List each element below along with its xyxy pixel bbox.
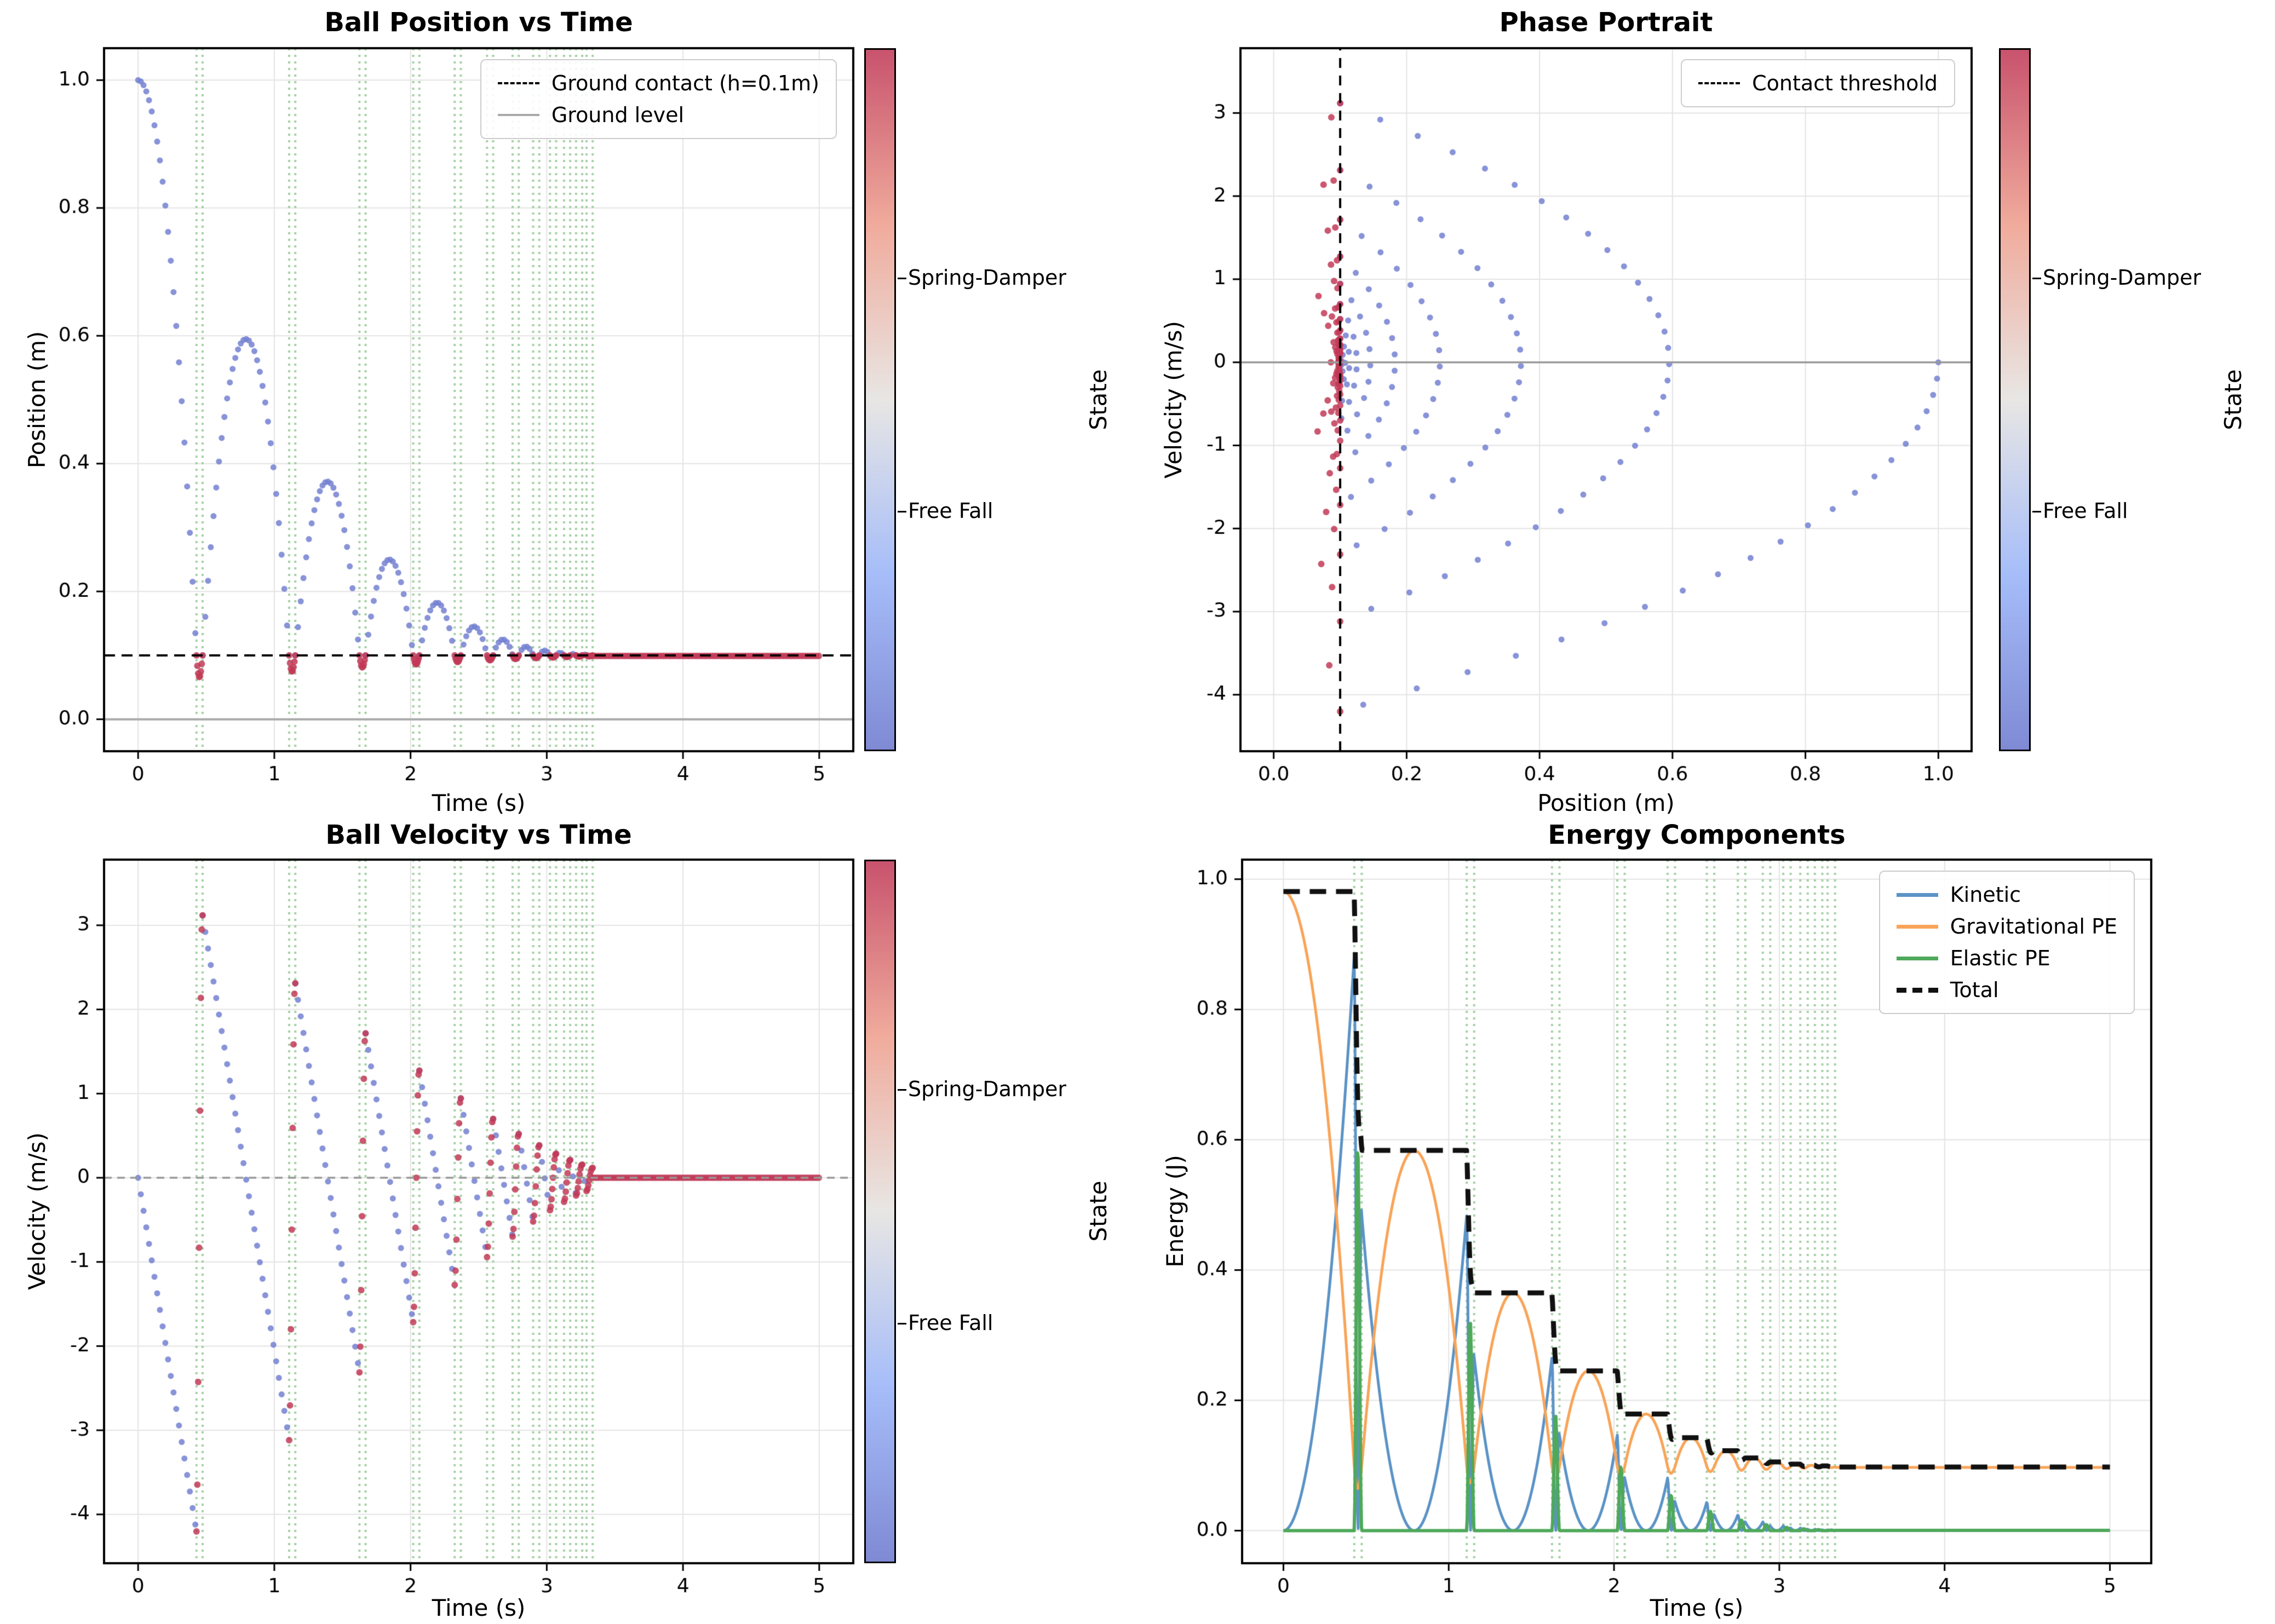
legend-item-elastic: Elastic PE xyxy=(1896,946,2117,970)
velocity-ylabel: Velocity (m/s) xyxy=(24,1132,50,1290)
colorbar-tick-low xyxy=(898,1322,906,1324)
legend-label-ground-level: Ground level xyxy=(551,103,685,127)
gravitational-line-swatch xyxy=(1896,924,1938,929)
phase-ylabel: Velocity (m/s) xyxy=(1160,321,1187,479)
colorbar-state-label: State xyxy=(1085,1180,1112,1242)
total-line-swatch xyxy=(1896,987,1938,993)
colorbar-state-label: State xyxy=(1085,369,1112,430)
legend-item-gravitational: Gravitational PE xyxy=(1896,914,2117,938)
velocity-xlabel: Time (s) xyxy=(432,1594,526,1621)
colorbar-tick-label-free-fall: Free Fall xyxy=(2043,498,2128,523)
ground-level-line-swatch xyxy=(497,114,539,116)
energy-legend: Kinetic Gravitational PE Elastic PE Tota… xyxy=(1878,871,2135,1014)
contact-threshold-line-swatch xyxy=(1698,82,1740,84)
velocity-colorbar: Spring-Damper Free Fall State xyxy=(864,860,1112,1563)
colorbar-gradient xyxy=(864,48,896,751)
legend-item-total: Total xyxy=(1896,978,2117,1002)
colorbar-gradient xyxy=(1999,48,2031,751)
legend-item-ground-contact: Ground contact (h=0.1m) xyxy=(497,71,819,95)
legend-label-contact-threshold: Contact threshold xyxy=(1752,71,1938,95)
colorbar-tick-high xyxy=(2032,277,2041,279)
ground-contact-line-swatch xyxy=(497,82,539,84)
phase-legend: Contact threshold xyxy=(1681,59,1955,107)
legend-label-gravitational: Gravitational PE xyxy=(1950,914,2117,938)
position-colorbar: Spring-Damper Free Fall State xyxy=(864,48,1112,751)
colorbar-tick-label-free-fall: Free Fall xyxy=(908,1310,993,1335)
colorbar-tick-label-spring-damper: Spring-Damper xyxy=(908,265,1067,290)
position-xlabel: Time (s) xyxy=(432,790,526,816)
colorbar-tick-label-spring-damper: Spring-Damper xyxy=(2043,265,2202,290)
colorbar-tick-high xyxy=(898,277,906,279)
legend-item-kinetic: Kinetic xyxy=(1896,883,2117,907)
legend-item-ground-level: Ground level xyxy=(497,103,819,127)
position-plot-title: Ball Position vs Time xyxy=(324,7,633,38)
energy-plot-title: Energy Components xyxy=(1548,820,1846,850)
legend-item-contact-threshold: Contact threshold xyxy=(1698,71,1938,95)
legend-label-elastic: Elastic PE xyxy=(1950,946,2050,970)
colorbar-tick-label-free-fall: Free Fall xyxy=(908,498,993,523)
position-legend: Ground contact (h=0.1m) Ground level xyxy=(480,59,837,139)
colorbar-tick-high xyxy=(898,1089,906,1091)
energy-ylabel: Energy (J) xyxy=(1162,1155,1188,1268)
legend-label-kinetic: Kinetic xyxy=(1950,883,2021,907)
energy-xlabel: Time (s) xyxy=(1650,1594,1744,1621)
phase-plot-title: Phase Portrait xyxy=(1499,7,1713,38)
colorbar-state-label: State xyxy=(2220,369,2247,430)
colorbar-gradient xyxy=(864,860,896,1563)
colorbar-tick-low xyxy=(898,510,906,512)
legend-label-ground-contact: Ground contact (h=0.1m) xyxy=(551,71,819,95)
colorbar-tick-label-spring-damper: Spring-Damper xyxy=(908,1076,1067,1101)
kinetic-line-swatch xyxy=(1896,892,1938,897)
velocity-plot-title: Ball Velocity vs Time xyxy=(325,820,632,850)
phase-xlabel: Position (m) xyxy=(1537,790,1675,816)
elastic-line-swatch xyxy=(1896,956,1938,960)
position-ylabel: Position (m) xyxy=(24,331,50,469)
legend-label-total: Total xyxy=(1950,978,1999,1002)
phase-colorbar: Spring-Damper Free Fall State xyxy=(1999,48,2247,751)
colorbar-tick-low xyxy=(2032,510,2041,512)
